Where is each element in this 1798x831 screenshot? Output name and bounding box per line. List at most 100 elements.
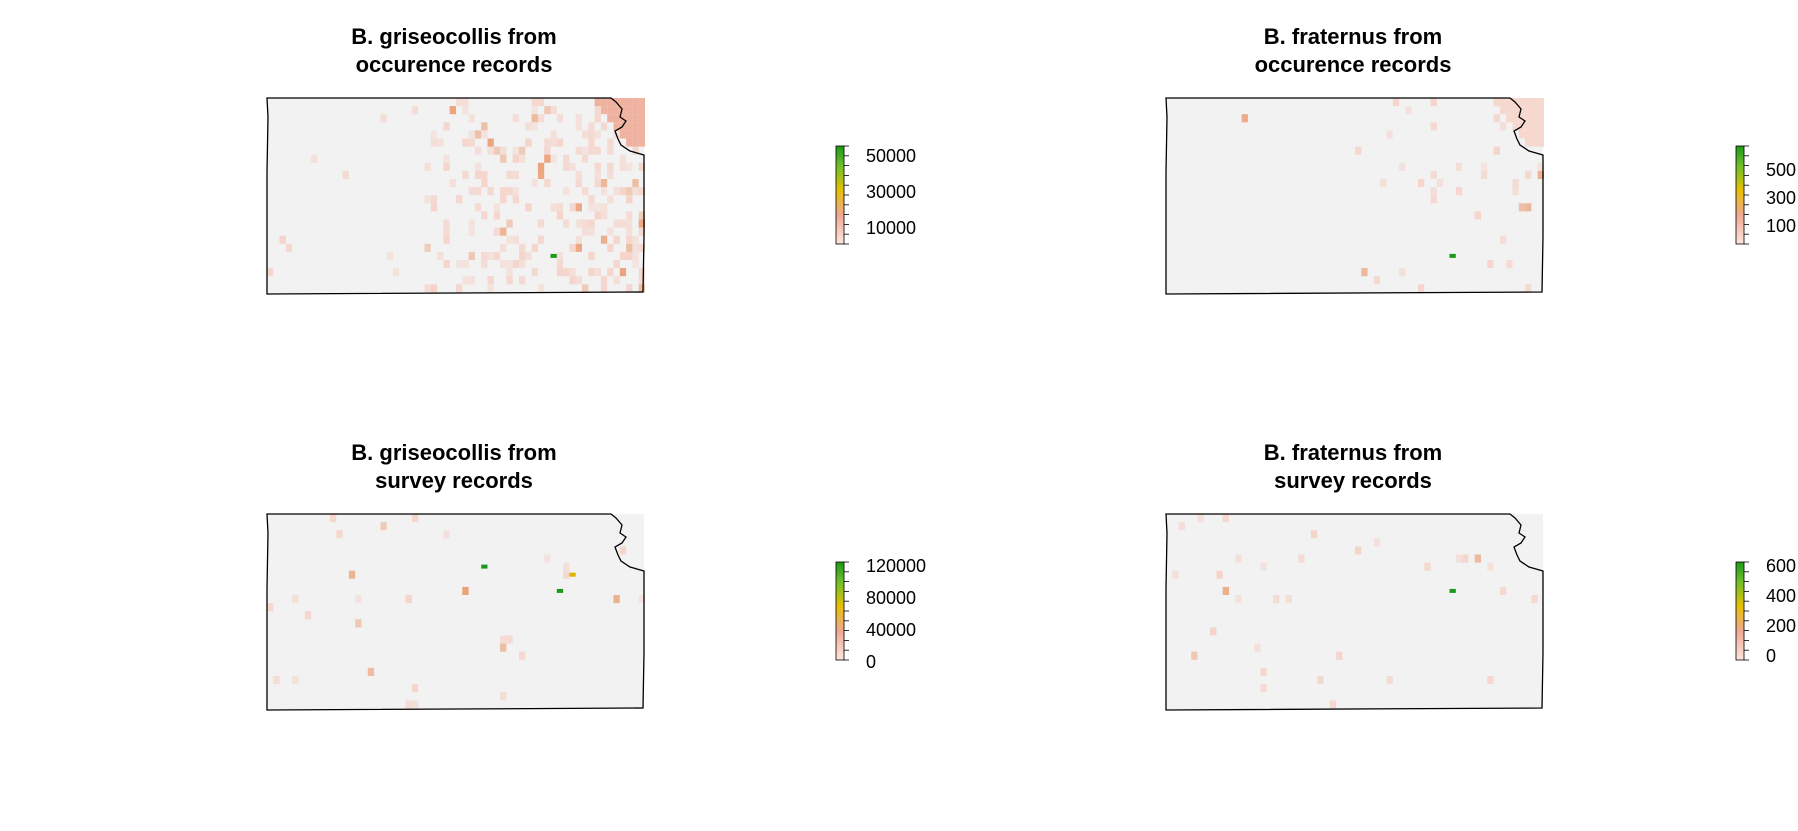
raster-cell bbox=[462, 138, 469, 147]
raster-background bbox=[1166, 98, 1543, 293]
raster-cell bbox=[582, 227, 589, 236]
raster-cell bbox=[512, 235, 519, 244]
raster-cell bbox=[519, 276, 526, 285]
raster-cell bbox=[544, 179, 551, 188]
raster-cell bbox=[1310, 530, 1318, 539]
raster-cell bbox=[468, 187, 475, 196]
raster-cell bbox=[600, 284, 608, 293]
raster-cell bbox=[336, 530, 343, 539]
legend-tick-label: 0 bbox=[1766, 646, 1776, 666]
raster-cell bbox=[1329, 700, 1337, 709]
raster-cell bbox=[613, 595, 620, 604]
raster-cell bbox=[512, 114, 519, 123]
raster-cell bbox=[594, 179, 601, 188]
raster-cell bbox=[1531, 122, 1538, 131]
raster-cell bbox=[1525, 138, 1532, 147]
raster-cell bbox=[525, 138, 532, 147]
raster-cell bbox=[556, 251, 564, 260]
raster-cell bbox=[1197, 514, 1204, 523]
raster-layer bbox=[1166, 514, 1543, 709]
raster-cell bbox=[424, 284, 431, 293]
raster-cell bbox=[348, 570, 356, 579]
raster-cell bbox=[588, 268, 595, 277]
legend-colorbar bbox=[1735, 145, 1745, 245]
raster-cell bbox=[1518, 130, 1526, 139]
raster-cell bbox=[531, 243, 538, 252]
raster-cell bbox=[443, 162, 450, 171]
raster-cell bbox=[1537, 98, 1544, 107]
raster-cell bbox=[582, 154, 589, 163]
raster-cell bbox=[638, 284, 645, 293]
raster-cell bbox=[563, 562, 570, 571]
state-border bbox=[1165, 97, 1544, 295]
raster-cell bbox=[456, 284, 463, 293]
raster-cell bbox=[638, 243, 645, 252]
raster-cell bbox=[1481, 162, 1488, 171]
raster-cell bbox=[267, 268, 274, 277]
raster-cell bbox=[493, 211, 501, 220]
raster-cell bbox=[1455, 554, 1463, 563]
raster-cell bbox=[500, 187, 507, 196]
raster-cell bbox=[304, 611, 312, 620]
raster-cell bbox=[506, 268, 513, 277]
raster-cell bbox=[1355, 546, 1362, 555]
raster-cell bbox=[456, 260, 463, 269]
raster-cell bbox=[607, 146, 614, 155]
legend: 500 300 100 bbox=[1735, 145, 1796, 245]
raster-cell bbox=[537, 284, 545, 293]
raster-cell bbox=[588, 227, 595, 236]
raster-cell bbox=[443, 154, 450, 163]
raster-cell bbox=[462, 98, 469, 107]
raster-cell bbox=[405, 700, 412, 709]
raster-cell bbox=[474, 170, 482, 179]
raster-cell bbox=[626, 122, 633, 131]
raster-cell bbox=[600, 276, 608, 285]
raster-cell bbox=[1386, 130, 1393, 139]
raster-cell bbox=[588, 138, 595, 147]
raster-cell bbox=[632, 187, 639, 196]
raster-cell bbox=[468, 130, 475, 139]
raster-cell bbox=[1531, 138, 1538, 147]
raster-cell bbox=[607, 162, 614, 171]
raster-cell bbox=[1499, 98, 1507, 107]
raster-cell bbox=[619, 219, 627, 228]
raster-cell bbox=[1506, 106, 1513, 115]
map-frame bbox=[1165, 97, 1544, 295]
raster-cell bbox=[525, 203, 532, 212]
raster-cell bbox=[638, 162, 645, 171]
raster-cell bbox=[531, 114, 538, 123]
raster-cell bbox=[1493, 114, 1500, 123]
raster-cell bbox=[607, 195, 614, 204]
raster-cell bbox=[1430, 122, 1437, 131]
raster-cell bbox=[1499, 235, 1507, 244]
raster-cell bbox=[569, 243, 576, 252]
raster-cell bbox=[1462, 554, 1469, 563]
raster-cell bbox=[626, 251, 633, 260]
state-border bbox=[266, 513, 645, 711]
raster-cell bbox=[456, 195, 463, 204]
raster-cell bbox=[588, 146, 595, 155]
raster-cell bbox=[626, 284, 633, 293]
raster-cell bbox=[1336, 651, 1343, 660]
raster-hotspot bbox=[550, 253, 557, 258]
legend-tick-label: 30000 bbox=[866, 182, 916, 202]
raster-cell bbox=[626, 235, 633, 244]
raster-cell bbox=[638, 114, 645, 123]
raster-cell bbox=[525, 251, 532, 260]
raster-cell bbox=[588, 251, 595, 260]
raster-cell bbox=[638, 211, 645, 220]
raster-cell bbox=[1216, 570, 1223, 579]
legend-tick-label: 100 bbox=[1766, 216, 1796, 236]
raster-cell bbox=[1222, 514, 1229, 523]
raster-cell bbox=[537, 162, 545, 171]
raster-cell bbox=[1493, 98, 1500, 107]
raster-cell bbox=[411, 106, 419, 115]
raster-cell bbox=[1525, 114, 1532, 123]
raster-cell bbox=[600, 106, 608, 115]
raster-cell bbox=[512, 195, 519, 204]
raster-cell bbox=[563, 570, 570, 579]
panel-title-line1: B. fraternus from bbox=[1264, 24, 1442, 49]
raster-cell bbox=[292, 595, 299, 604]
raster-cell bbox=[638, 276, 645, 285]
raster-cell bbox=[487, 138, 494, 147]
